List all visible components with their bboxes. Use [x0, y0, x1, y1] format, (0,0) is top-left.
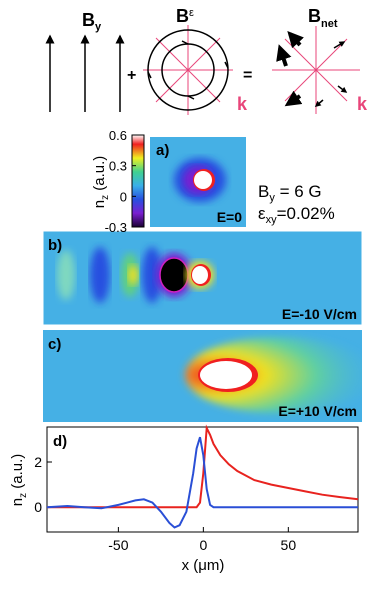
x-tick-label: -50	[108, 537, 128, 553]
colorbar-tick-label: -0.3	[105, 220, 127, 235]
x-tick-label: 0	[199, 537, 207, 553]
by-label: By	[82, 10, 102, 33]
field-label: E=-10 V/cm	[282, 306, 357, 322]
y-tick-label: 0	[34, 499, 42, 515]
colorbar-tick-label: 0	[120, 189, 127, 204]
data-line	[46, 436, 358, 529]
colorbar-tick-label: 0.6	[109, 128, 127, 143]
param-e: εxy=0.02%	[258, 204, 335, 226]
data-line	[47, 424, 359, 509]
bnet-label: Bnet	[308, 6, 338, 30]
x-tick-label: 50	[281, 537, 297, 553]
plus: +	[127, 67, 136, 84]
field-label: E=0	[217, 209, 243, 225]
panel-tag: b)	[48, 237, 62, 254]
colorbar-tick-label: 0.3	[109, 159, 127, 174]
panel-tag: c)	[48, 336, 61, 353]
be-label: Bε	[176, 6, 194, 26]
y-tick-label: 2	[34, 454, 42, 470]
y-axis-label: nz (a.u.)	[9, 454, 29, 507]
colorbar	[131, 134, 145, 228]
field-label: E=+10 V/cm	[278, 403, 357, 419]
be-diagram	[143, 25, 233, 115]
panel-b-map	[43, 231, 362, 325]
plot-frame	[46, 426, 359, 533]
k-label: k	[237, 94, 248, 114]
x-axis-label: x (μm)	[182, 557, 225, 574]
by-arrows	[45, 34, 125, 112]
equals: =	[243, 67, 252, 84]
panel-tag: d)	[53, 433, 67, 450]
panel-c-map	[43, 330, 362, 422]
bnet-diagram	[272, 26, 360, 114]
k-label: k	[357, 94, 368, 114]
colorbar-label: nz (a.u.)	[91, 156, 111, 209]
param-b: By = 6 G	[258, 182, 322, 204]
panel-a-map	[150, 137, 246, 227]
panel-tag: a)	[156, 142, 169, 159]
